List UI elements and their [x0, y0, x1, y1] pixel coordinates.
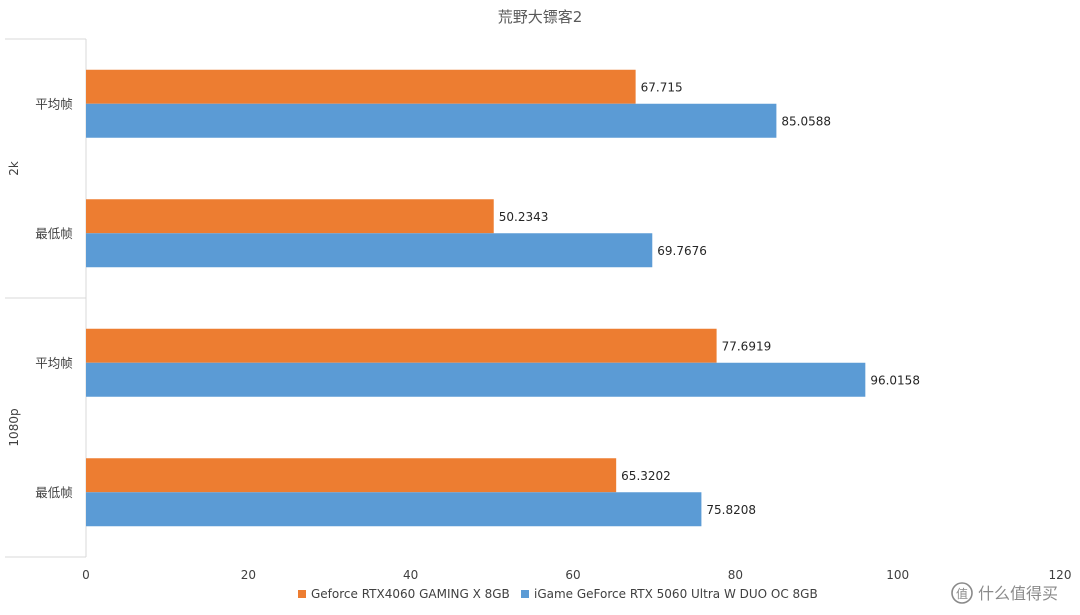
data-label: 77.6919	[722, 339, 772, 353]
legend-swatch	[521, 590, 529, 598]
data-label: 67.715	[641, 80, 683, 94]
legend-label: Geforce RTX4060 GAMING X 8GB	[311, 587, 510, 601]
watermark-text: 什么值得买	[978, 584, 1058, 603]
x-tick-label: 60	[565, 568, 580, 582]
data-label: 50.2343	[499, 210, 549, 224]
x-tick-label: 0	[82, 568, 90, 582]
smzdm-logo-icon: 值	[951, 582, 973, 604]
bar	[86, 492, 702, 527]
bar	[86, 362, 866, 397]
category-label: 最低帧	[35, 485, 73, 500]
group-label: 2k	[7, 161, 21, 176]
category-label: 最低帧	[35, 226, 73, 241]
watermark: 值 什么值得买	[951, 582, 1058, 604]
bars: 67.715 85.0588 50.2343 69.7676 77.6919 96.015…	[86, 69, 920, 527]
group-label: 1080p	[7, 408, 21, 446]
x-tick-label: 100	[886, 568, 909, 582]
chart-title: 荒野大镖客2	[498, 8, 583, 26]
legend-swatch	[298, 590, 306, 598]
data-label: 69.7676	[657, 244, 707, 258]
legend: Geforce RTX4060 GAMING X 8GB iGame GeForc…	[298, 587, 818, 601]
category-label: 平均帧	[35, 96, 73, 111]
data-label: 96.0158	[870, 373, 920, 387]
bar	[86, 458, 617, 493]
x-tick-label: 80	[728, 568, 743, 582]
bar	[86, 233, 653, 268]
bar	[86, 103, 777, 138]
svg-text:值: 值	[956, 586, 968, 601]
data-label: 75.8208	[706, 503, 756, 517]
bar	[86, 199, 494, 234]
legend-label: iGame GeForce RTX 5060 Ultra W DUO OC 8G…	[534, 587, 818, 601]
bar	[86, 69, 636, 104]
category-label: 平均帧	[35, 355, 73, 370]
data-label: 65.3202	[621, 469, 671, 483]
x-tick-label: 40	[403, 568, 418, 582]
x-tick-label: 120	[1049, 568, 1072, 582]
x-tick-label: 20	[241, 568, 256, 582]
data-label: 85.0588	[781, 114, 831, 128]
bar	[86, 328, 717, 363]
